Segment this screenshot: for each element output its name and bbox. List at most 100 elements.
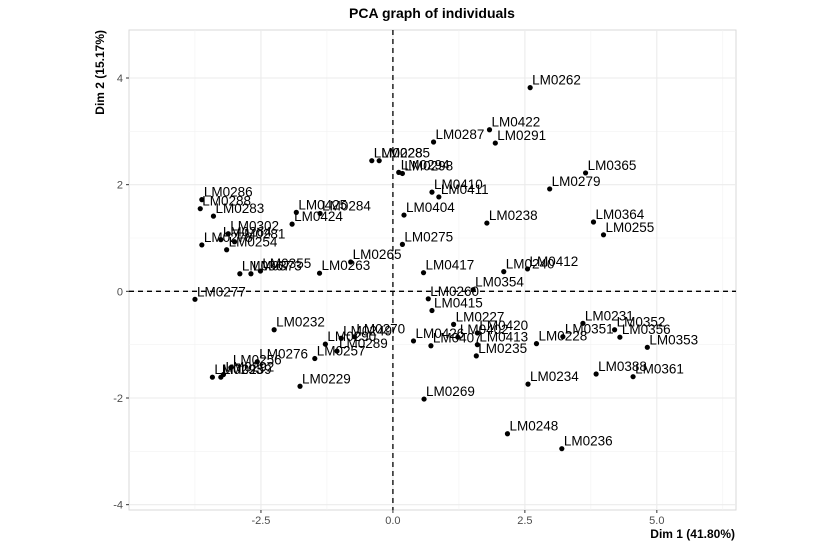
data-point	[312, 355, 318, 362]
data-point	[218, 237, 224, 243]
data-point	[474, 342, 480, 348]
point-label: LM0281	[237, 227, 286, 242]
point-label: LM0238	[489, 208, 538, 223]
point-label: LM0302	[230, 219, 279, 234]
data-point	[630, 374, 636, 380]
data-point	[254, 359, 260, 365]
data-point	[322, 341, 328, 347]
point-label: LM0424	[294, 209, 343, 224]
point-label: LM0228	[538, 329, 587, 344]
data-point	[248, 271, 254, 277]
point-label: LM0354	[475, 275, 524, 290]
data-point	[612, 327, 618, 333]
data-point	[369, 158, 375, 164]
point-label: LM0279	[552, 174, 601, 189]
point-label: LM0293	[214, 362, 263, 377]
data-point	[338, 335, 344, 341]
data-point	[430, 139, 437, 145]
data-point	[533, 341, 540, 347]
data-point	[209, 374, 215, 380]
data-point	[428, 343, 434, 349]
data-point	[436, 194, 442, 200]
data-point	[429, 307, 435, 314]
point-label: LM0415	[434, 296, 483, 311]
data-point	[297, 383, 303, 389]
point-label: LM0355	[262, 256, 311, 271]
point-label: LM0232	[276, 315, 325, 330]
point-label: LM0298	[404, 158, 453, 173]
point-label: LM0289	[339, 336, 388, 351]
point-label: LM0275	[404, 229, 453, 244]
data-point	[289, 221, 295, 227]
data-point	[484, 220, 490, 226]
point-label: LM0356	[622, 322, 671, 337]
data-point	[470, 287, 476, 293]
data-point	[348, 259, 354, 265]
data-point	[559, 446, 565, 452]
point-label: LM0413	[479, 330, 528, 345]
data-point	[199, 242, 205, 248]
point-label: LM0227	[456, 309, 505, 324]
point-label: LM0234	[530, 369, 579, 384]
data-point	[590, 219, 597, 225]
point-label: LM0412	[530, 254, 579, 269]
point-label: LM0283	[215, 201, 264, 216]
y-tick-label: -4	[113, 500, 123, 512]
y-axis-ticks: -4 -2 0 2 4	[113, 73, 129, 512]
x-tick-label: -2.5	[251, 515, 270, 527]
data-point	[617, 334, 623, 340]
data-point	[334, 348, 340, 354]
data-point	[218, 374, 224, 380]
data-point	[401, 212, 407, 218]
data-point	[231, 239, 238, 245]
y-tick-label: 2	[117, 180, 123, 192]
point-label: LM0286	[204, 185, 253, 200]
data-point	[228, 365, 234, 371]
data-point	[399, 241, 406, 247]
data-point	[582, 170, 589, 176]
point-label: LM0256	[233, 353, 282, 368]
point-label: LM0365	[588, 158, 637, 173]
y-tick-label: -2	[113, 393, 123, 405]
x-tick-label: 5.0	[649, 515, 664, 527]
point-label: LM0265	[353, 247, 402, 262]
data-point	[399, 170, 406, 177]
data-point	[473, 353, 479, 359]
point-label: LM0294	[401, 157, 450, 172]
point-label: LM0388	[598, 359, 647, 374]
point-label: LM0248	[509, 419, 558, 434]
data-point	[237, 271, 243, 277]
data-point	[271, 327, 277, 333]
point-label: LM0231	[585, 308, 634, 323]
point-label: LM0352	[617, 315, 666, 330]
point-label: LM0285	[381, 146, 430, 161]
data-point	[547, 186, 553, 192]
point-label: LM0425	[298, 197, 347, 212]
point-label: LM0255	[606, 220, 655, 235]
data-point	[317, 210, 323, 217]
point-label: LM0288	[202, 194, 251, 209]
point-label: LM0235	[478, 341, 527, 356]
data-point	[210, 213, 217, 219]
x-axis-ticks: -2.5 0.0 2.5 5.0	[251, 510, 664, 527]
data-point	[293, 209, 299, 215]
point-label: LM0263	[322, 258, 371, 273]
point-label: LM0367	[242, 259, 291, 274]
point-label: LM0260	[430, 284, 479, 299]
point-label: LM0269	[426, 384, 475, 399]
data-point	[644, 344, 650, 350]
point-label: LM0262	[532, 73, 581, 88]
point-label: LM0426	[415, 326, 464, 341]
point-label: LM0277	[197, 284, 246, 299]
point-label: LM0257	[317, 344, 366, 359]
point-label: LM0287	[436, 127, 485, 142]
data-point	[527, 85, 533, 91]
point-label: LM0353	[649, 332, 698, 347]
x-tick-label: 0.0	[385, 515, 400, 527]
data-point	[501, 269, 507, 275]
point-label: LM0292	[225, 360, 274, 375]
data-point	[486, 127, 493, 133]
point-label: LM0240	[506, 257, 555, 272]
